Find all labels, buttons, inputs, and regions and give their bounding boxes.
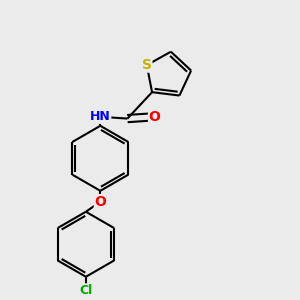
- Text: O: O: [94, 195, 106, 208]
- Text: Cl: Cl: [79, 284, 92, 297]
- Text: HN: HN: [90, 110, 111, 123]
- Text: S: S: [142, 58, 152, 72]
- Text: O: O: [148, 110, 160, 124]
